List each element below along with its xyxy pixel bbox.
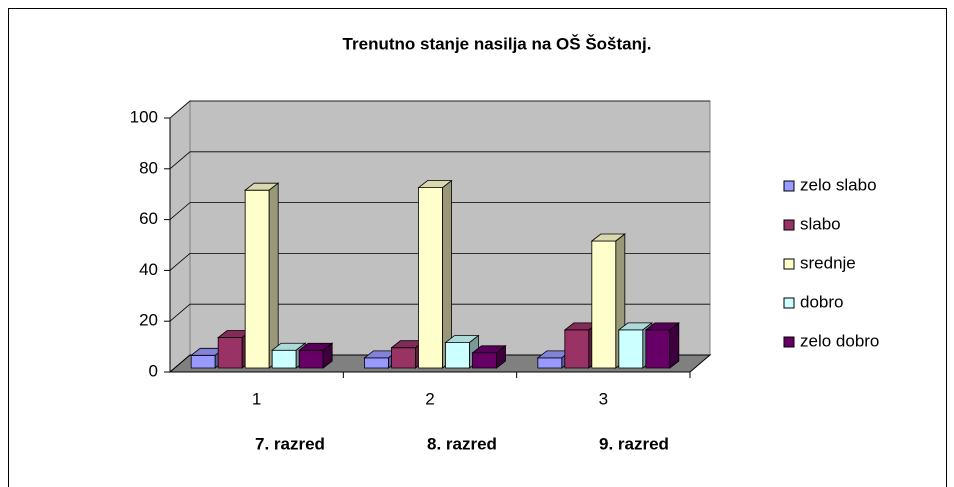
bar-front: [244, 189, 270, 369]
chart-title: Trenutno stanje nasilja na OŠ Šoštanj.: [343, 34, 652, 53]
bar-side: [496, 344, 506, 369]
legend-label: zelo dobro: [800, 331, 879, 350]
bar: [590, 233, 626, 369]
bar-front: [364, 357, 389, 369]
bar-side: [669, 322, 680, 369]
bar-front: [591, 240, 617, 369]
legend-label: srednje: [800, 253, 856, 272]
grid-line: [169, 202, 710, 220]
bar: [471, 344, 507, 369]
annotation: 7. razred: [255, 434, 325, 453]
bar-front: [537, 357, 563, 369]
legend-swatch: [783, 219, 795, 231]
bar: [271, 342, 307, 369]
bar-front: [445, 342, 470, 369]
legend-swatch: [783, 297, 795, 309]
y-tick-label: 40: [139, 260, 158, 279]
legend-label: dobro: [800, 292, 843, 311]
legend-swatch: [783, 180, 795, 192]
grid-line: [169, 151, 710, 170]
legend-swatch: [783, 258, 795, 270]
annotation: 8. razred: [427, 434, 497, 453]
y-tick-label: 0: [149, 361, 158, 380]
side-wall: [169, 99, 191, 374]
bar: [244, 182, 280, 369]
legend-label: zelo slabo: [800, 175, 877, 194]
bar-front: [645, 329, 671, 369]
bar: [363, 350, 399, 369]
x-tick-label: 3: [599, 389, 608, 408]
legend-swatch: [783, 336, 795, 348]
bar-front: [190, 354, 216, 369]
legend-label: slabo: [800, 214, 841, 233]
bar-front: [618, 329, 644, 369]
x-tick-label: 1: [252, 389, 261, 408]
x-tick-label: 2: [425, 389, 434, 408]
bar-front: [217, 337, 243, 369]
bar-front: [418, 187, 443, 369]
bar-front: [391, 347, 416, 369]
bar-front: [271, 349, 297, 369]
grid-line: [169, 100, 710, 119]
grid-line: [169, 354, 710, 373]
annotation: 9. razred: [599, 434, 669, 453]
bar-front: [298, 349, 324, 369]
bar: [644, 322, 680, 369]
y-tick-label: 60: [139, 209, 158, 228]
bar: [417, 179, 453, 369]
bar-side: [268, 182, 279, 369]
y-tick-label: 100: [130, 107, 158, 126]
y-tick-label: 20: [139, 311, 158, 330]
bar-front: [564, 329, 590, 369]
bar-front: [472, 352, 497, 369]
grid-line: [169, 303, 710, 322]
grid-line: [169, 252, 710, 271]
bar: [298, 342, 334, 369]
y-tick-label: 80: [139, 158, 158, 177]
bar-side: [322, 342, 333, 369]
